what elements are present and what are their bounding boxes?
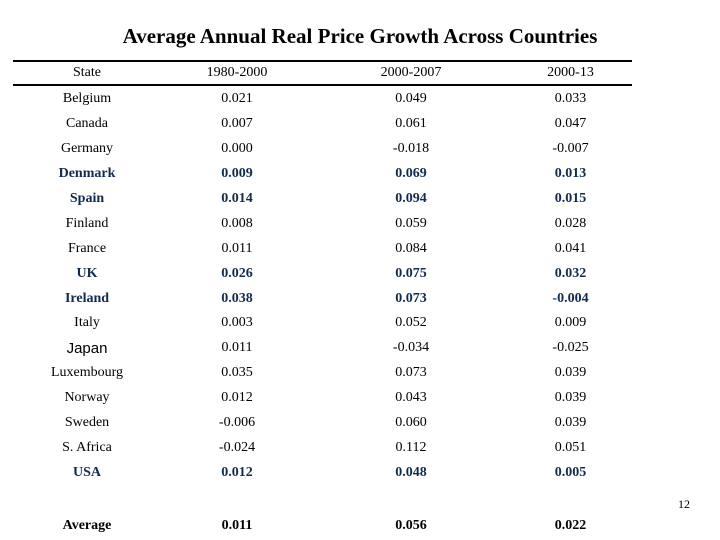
state-cell: France [67, 240, 107, 256]
value-cell: 0.015 [554, 191, 587, 206]
value-cell: 0.041 [554, 240, 587, 256]
value-cell: 0.060 [395, 415, 427, 431]
value-cell: 0.038 [221, 290, 253, 306]
value-cell: 0.084 [395, 240, 427, 256]
state-cell: Finland [65, 215, 109, 231]
value-cell: -0.004 [552, 290, 589, 306]
state-cell: Belgium [62, 91, 112, 107]
value-cell: 0.028 [554, 215, 587, 231]
average-value-1980-2000: 0.011 [221, 517, 253, 533]
value-cell: 0.009 [554, 315, 587, 331]
state-cell: Norway [64, 390, 110, 406]
value-cell: 0.011 [221, 240, 253, 256]
value-cell: -0.007 [552, 141, 589, 157]
value-cell: 0.009 [221, 166, 253, 182]
slide-title: Average Annual Real Price Growth Across … [122, 24, 598, 48]
state-cell: UK [76, 265, 98, 281]
value-cell: 0.112 [395, 439, 427, 455]
value-cell: 0.047 [554, 116, 587, 132]
value-cell: 0.069 [395, 166, 427, 182]
value-cell: 0.073 [395, 290, 427, 306]
state-cell: Denmark [58, 166, 116, 182]
value-cell: 0.021 [221, 91, 253, 107]
average-row: Average 0.011 0.056 0.022 [13, 513, 632, 538]
value-cell: 0.014 [221, 191, 253, 206]
value-cell: 0.094 [395, 191, 427, 206]
state-cell: Luxembourg [50, 365, 124, 381]
value-cell: 0.000 [221, 141, 253, 157]
value-cell: 0.039 [554, 365, 587, 381]
table-header-row: State 1980-2000 2000-2007 2000-13 [13, 62, 632, 84]
value-cell: 0.005 [554, 464, 587, 480]
value-cell: 0.013 [554, 166, 587, 182]
column-header-1980-2000: 1980-2000 [206, 65, 268, 80]
column-header-state: State [73, 65, 101, 80]
value-cell: -0.024 [218, 439, 256, 455]
average-label: Average [62, 517, 112, 533]
state-cell: S. Africa [62, 439, 112, 455]
state-cell: Sweden [64, 415, 110, 431]
state-cell: Italy [74, 315, 100, 331]
column-header-2000-13: 2000-13 [547, 65, 594, 80]
state-cell: USA [72, 464, 101, 480]
value-cell: 0.049 [395, 91, 427, 107]
value-cell: 0.007 [221, 116, 253, 132]
value-cell: 0.011 [221, 340, 253, 356]
state-cell: Canada [66, 116, 108, 132]
value-cell: 0.012 [221, 464, 253, 480]
state-cell: Spain [69, 191, 105, 206]
value-cell: 0.012 [221, 390, 253, 406]
column-header-2000-2007: 2000-2007 [380, 65, 442, 80]
value-cell: 0.075 [395, 265, 427, 281]
value-cell: 0.051 [554, 439, 587, 455]
value-cell: 0.052 [395, 315, 427, 331]
value-cell: 0.003 [221, 315, 253, 331]
value-cell: 0.043 [395, 390, 427, 406]
average-value-2000-2007: 0.056 [395, 517, 427, 533]
value-cell: -0.034 [392, 340, 430, 356]
average-value-2000-13: 0.022 [554, 517, 587, 533]
value-cell: 0.032 [554, 265, 587, 281]
header-top-rule [13, 60, 632, 62]
page-number: 12 [678, 497, 690, 511]
state-cell: Japan [66, 339, 108, 357]
state-cell: Ireland [64, 290, 110, 306]
value-cell: -0.018 [392, 141, 430, 157]
value-cell: 0.073 [395, 365, 427, 381]
value-cell: 0.026 [221, 265, 253, 281]
value-cell: -0.025 [552, 340, 589, 356]
state-cell: Germany [60, 141, 114, 157]
value-cell: 0.033 [554, 91, 587, 107]
value-cell: 0.059 [395, 215, 427, 231]
value-cell: 0.008 [221, 215, 253, 231]
value-cell: 0.061 [395, 116, 427, 132]
value-cell: 0.048 [395, 464, 427, 480]
value-cell: 0.039 [554, 415, 587, 431]
table-body: Belgium 0.021 0.049 0.033 Canada 0.007 0.061 0.… [13, 87, 632, 485]
header-bottom-rule [13, 84, 632, 86]
value-cell: 0.035 [221, 365, 253, 381]
value-cell: 0.039 [554, 390, 587, 406]
value-cell: -0.006 [218, 415, 256, 431]
